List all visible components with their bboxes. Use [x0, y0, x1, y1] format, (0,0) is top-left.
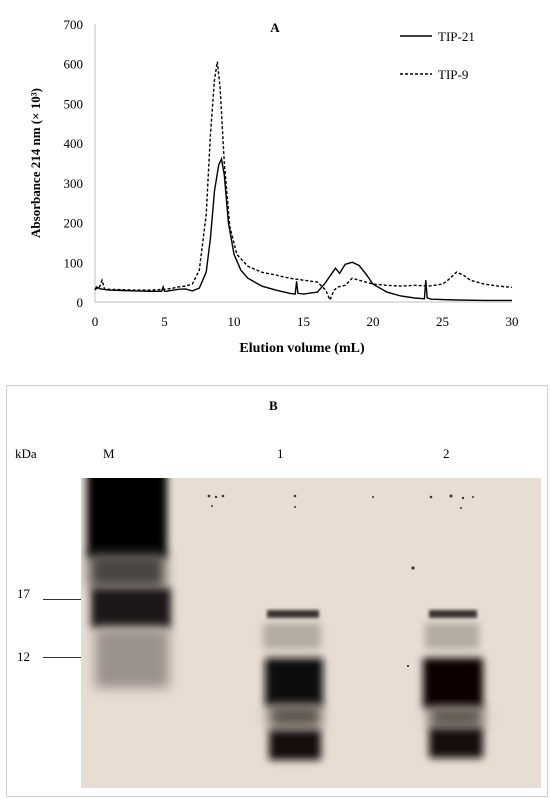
y-tick-label: 0: [77, 295, 84, 310]
series-line-tip-9: [94, 61, 513, 302]
chart-legend: TIP-21 TIP-9: [400, 29, 475, 82]
marker-lane-lower-smear: [95, 628, 169, 688]
x-tick-label: 0: [92, 314, 99, 329]
chromatogram-panel: A 0 5 10 15 20 25 30 0 100 200 300 400 500 600 700 TIP…: [0, 0, 550, 372]
mw-marker-tick-12: [43, 657, 81, 658]
lane1-lower-band: [269, 730, 321, 760]
x-axis-label: Elution volume (mL): [239, 341, 365, 356]
gel-panel-label: B: [269, 398, 278, 413]
gel-bands: [87, 478, 483, 760]
gel-panel: B kDa M 1 2 17 12: [6, 385, 548, 797]
gel-image: [81, 478, 541, 788]
mw-marker-label-12: 12: [17, 649, 30, 664]
lane2-smear: [425, 623, 479, 649]
marker-lane-smear: [89, 553, 165, 588]
lane-label-marker: M: [103, 446, 115, 461]
lane1-mid-smear: [269, 704, 321, 728]
x-tick-label: 20: [367, 314, 380, 329]
x-tick-label: 10: [228, 314, 241, 329]
lane2-lower-band: [429, 728, 483, 758]
x-tick-label: 30: [506, 314, 519, 329]
y-tick-label: 400: [64, 136, 84, 151]
gel-specks: [207, 494, 474, 668]
marker-band-17: [91, 588, 171, 628]
y-tick-label: 200: [64, 216, 84, 231]
kda-unit-label: kDa: [15, 446, 37, 461]
lane-label-2: 2: [443, 446, 450, 461]
mw-marker-tick-17: [43, 599, 81, 600]
lane-label-1: 1: [277, 446, 284, 461]
lane1-band-upper: [267, 610, 319, 618]
mw-marker-label-17: 17: [17, 586, 30, 601]
marker-lane-top-band: [87, 478, 167, 558]
y-tick-label: 500: [64, 96, 84, 111]
lane2-mid-smear: [429, 706, 483, 728]
x-tick-label: 5: [161, 314, 168, 329]
y-tick-label: 100: [64, 255, 84, 270]
legend-label-tip-21: TIP-21: [438, 29, 475, 44]
chart-title: A: [270, 20, 280, 35]
y-axis-label: Absorbance 214 nm (× 10³): [28, 88, 43, 238]
y-tick-label: 700: [64, 17, 84, 32]
lane1-main-band: [265, 658, 323, 706]
y-tick-label: 600: [64, 57, 84, 72]
chart-series: [94, 61, 513, 302]
legend-label-tip-9: TIP-9: [438, 67, 468, 82]
x-tick-label: 15: [297, 314, 310, 329]
x-tick-label: 25: [436, 314, 449, 329]
y-tick-label: 300: [64, 176, 84, 191]
lane2-band-upper: [429, 610, 477, 618]
lane1-smear: [263, 623, 321, 649]
lane2-main-band: [423, 658, 483, 708]
